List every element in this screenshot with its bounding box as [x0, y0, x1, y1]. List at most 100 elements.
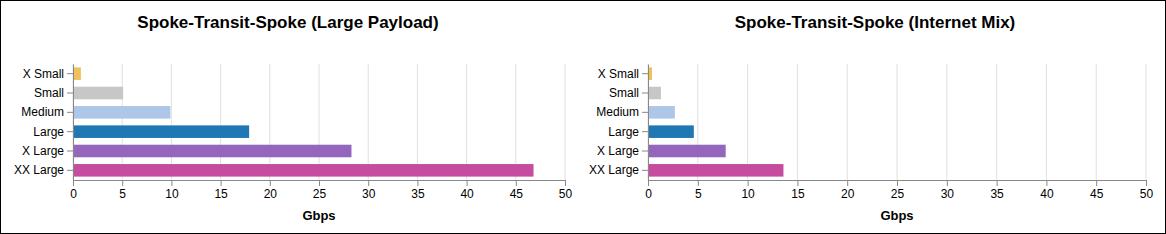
y-tick-label: X Small — [598, 67, 639, 81]
x-axis-title: Gbps — [880, 208, 913, 223]
x-tick-mark — [1096, 180, 1097, 186]
y-tick-mark — [67, 131, 73, 132]
bar — [648, 145, 726, 158]
x-tick-label: 25 — [891, 187, 905, 201]
y-tick-mark — [642, 93, 648, 94]
grid-line — [747, 64, 748, 180]
x-tick-mark — [947, 180, 948, 186]
bar — [73, 106, 170, 119]
x-tick: 50 — [559, 180, 573, 201]
y-tick-mark — [642, 151, 648, 152]
y-tick: X Small — [23, 67, 73, 81]
grid-line — [847, 64, 848, 180]
x-tick-label: 40 — [1040, 187, 1054, 201]
frame — [1, 1, 1166, 234]
y-tick-mark — [67, 93, 73, 94]
x-tick-mark — [797, 180, 798, 186]
y-tick-mark — [67, 170, 73, 171]
x-tick: 0 — [645, 180, 652, 201]
grid-line — [319, 64, 320, 180]
x-tick-mark — [847, 180, 848, 186]
bar — [73, 125, 249, 138]
x-tick: 5 — [119, 180, 126, 201]
x-tick-mark — [221, 180, 222, 186]
y-tick: Large — [608, 125, 648, 139]
x-axis-title: Gbps — [302, 208, 335, 223]
chart: Spoke-Transit-Spoke (Internet Mix)051015… — [589, 13, 1154, 223]
grid-line — [648, 64, 649, 180]
x-tick-label: 0 — [70, 187, 77, 201]
x-tick-mark — [368, 180, 369, 186]
x-tick-mark — [1146, 180, 1147, 186]
chart: Spoke-Transit-Spoke (Large Payload) 0 5 10 1… — [14, 13, 573, 223]
y-tick: X Small — [598, 67, 648, 81]
x-tick-mark — [997, 180, 998, 186]
grid-line — [946, 64, 947, 180]
grid-line — [797, 64, 798, 180]
bar — [648, 125, 694, 138]
x-tick: 30 — [362, 180, 376, 201]
x-tick-label: 25 — [313, 187, 327, 201]
y-tick-mark — [642, 112, 648, 113]
y-tick-label: Large — [608, 125, 639, 139]
y-tick-label: X Small — [23, 67, 64, 81]
y-axis-line — [73, 65, 74, 181]
bar — [73, 67, 81, 80]
x-tick-mark — [1046, 180, 1047, 186]
bar — [73, 145, 351, 158]
x-tick-label: 30 — [941, 187, 955, 201]
y-tick: Small — [609, 86, 648, 100]
x-tick-label: 40 — [460, 187, 474, 201]
y-tick: Large — [33, 125, 73, 139]
x-tick: 35 — [990, 180, 1004, 201]
y-tick-label: X Large — [22, 144, 64, 158]
x-tick-label: 20 — [264, 187, 278, 201]
x-tick: 30 — [941, 180, 955, 201]
y-tick-mark — [67, 112, 73, 113]
grid-line — [220, 64, 221, 180]
x-tick: 45 — [1090, 180, 1104, 201]
y-tick-label: Small — [34, 86, 64, 100]
grid — [73, 64, 565, 180]
title: Spoke-Transit-Spoke (Large Payload) — [137, 13, 438, 32]
x-tick: 5 — [695, 180, 702, 201]
y-tick-mark — [67, 151, 73, 152]
grid-line — [697, 64, 698, 180]
grid-line — [515, 64, 516, 180]
x-tick: 10 — [741, 180, 755, 201]
y-tick: Medium — [21, 105, 73, 119]
grid-line — [996, 64, 997, 180]
x-tick: 15 — [214, 180, 228, 201]
y-tick-label: Small — [609, 86, 639, 100]
x-tick: 25 — [313, 180, 327, 201]
y-axis-line — [648, 65, 649, 181]
grid-line — [897, 64, 898, 180]
grid-line — [122, 64, 123, 180]
x-tick-mark — [319, 180, 320, 186]
x-tick: 45 — [510, 180, 524, 201]
x-tick: 40 — [460, 180, 474, 201]
x-tick-mark — [516, 180, 517, 186]
x-tick-label: 0 — [645, 187, 652, 201]
x-tick-mark — [270, 180, 271, 186]
x-tick-mark — [73, 180, 74, 186]
x-tick-label: 50 — [1140, 187, 1154, 201]
y-tick-mark — [642, 170, 648, 171]
x-tick: 20 — [841, 180, 855, 201]
grid-line — [171, 64, 172, 180]
x-axis: 05101520253035404550 — [70, 180, 572, 201]
bars — [73, 67, 534, 176]
canvas: Spoke-Transit-Spoke (Large Payload) 0 5 10 1… — [0, 0, 1166, 234]
x-tick-mark — [467, 180, 468, 186]
y-axis: X SmallSmallMediumLargeX LargeXX Large — [589, 65, 649, 181]
grid-line — [368, 64, 369, 180]
grid-line — [1146, 64, 1147, 180]
bar — [648, 106, 675, 119]
y-tick-mark — [642, 131, 648, 132]
x-tick-label: 10 — [165, 187, 179, 201]
grid-line — [73, 64, 74, 180]
title: Spoke-Transit-Spoke (Internet Mix) — [735, 13, 1016, 32]
x-tick-mark — [648, 180, 649, 186]
x-tick-mark — [122, 180, 123, 186]
x-tick-mark — [171, 180, 172, 186]
